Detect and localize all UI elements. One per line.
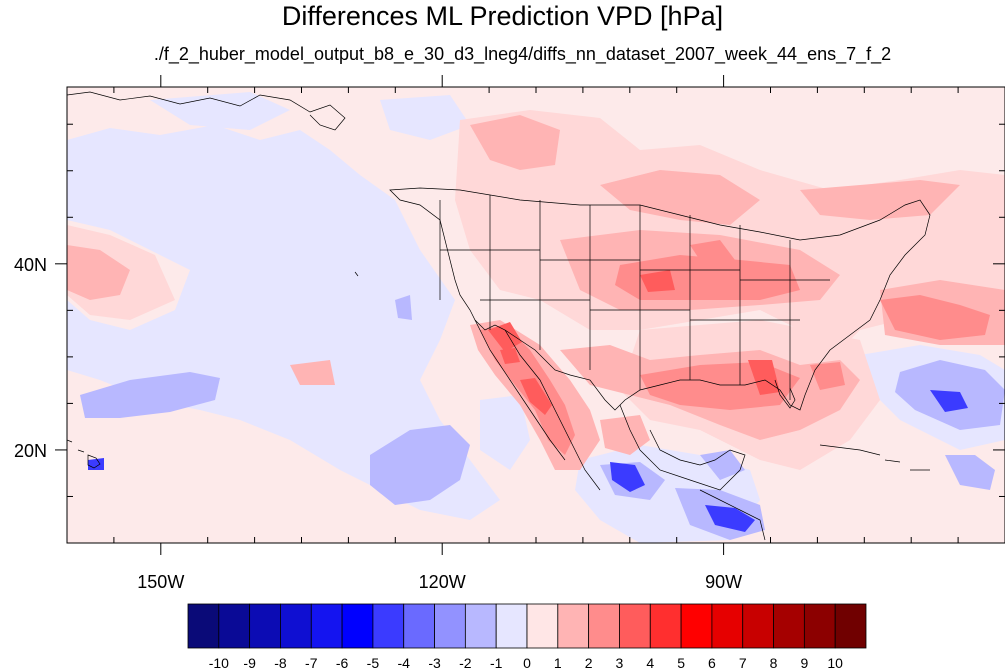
nevada-blue [395, 295, 412, 320]
colorbar: -10 -9 -8 -7 -6 -5 -4 -3 -2 -1 0 1 2 3 4 5 6 7 8 9 10 [187, 603, 867, 671]
colorbar-swatch [803, 603, 836, 649]
colorbar-label: 0 [523, 655, 531, 671]
hawaii-blue-spot [88, 458, 104, 470]
caribbean-coastline [819, 444, 930, 471]
yucatan-blue [700, 450, 745, 480]
colorbar-swatch [372, 603, 405, 649]
central-america-blue-spot [705, 505, 755, 532]
north-america-positive [455, 110, 1005, 360]
axis-tick-labels: 150W 120W 90W 40N 20N [14, 255, 742, 592]
colorbar-swatch [834, 603, 867, 649]
chart-title: Differences ML Prediction VPD [hPa] [281, 1, 724, 31]
colorbar-label: -3 [428, 655, 441, 671]
colorbar-label: 7 [739, 655, 747, 671]
colorbar-label: -8 [274, 655, 287, 671]
colorbar-label: -1 [490, 655, 503, 671]
positive-anomaly-regions-4 [488, 270, 780, 415]
colorbar-label: -7 [305, 655, 318, 671]
island-outline [354, 271, 359, 277]
florida-strong-red [748, 360, 780, 395]
colorbar-label: 4 [646, 655, 654, 671]
colorbar-label: -4 [398, 655, 411, 671]
colorbar-label: 9 [800, 655, 808, 671]
caribbean-blue [945, 455, 995, 490]
hawaii-coastline [67, 439, 101, 469]
mexico-blue-spot [610, 462, 645, 492]
colorbar-swatch [310, 603, 343, 649]
map-field [67, 87, 1005, 543]
x-tick-label: 150W [137, 572, 184, 592]
colorbar-swatch [711, 603, 744, 649]
axis-ticks [55, 75, 1005, 555]
pacific-pink-2 [67, 245, 130, 300]
colorbar-swatch [280, 603, 312, 649]
colorbar-label: 6 [708, 655, 716, 671]
y-tick-label: 40N [14, 255, 47, 275]
canada-pink-1 [470, 115, 560, 170]
colorbar-label: -6 [336, 655, 349, 671]
colorbar-swatch [680, 603, 713, 649]
colorbar-label: 10 [827, 655, 843, 671]
x-tick-label: 90W [705, 572, 742, 592]
colorbar-label: -5 [367, 655, 380, 671]
colorbar-label: 3 [616, 655, 624, 671]
y-tick-label: 20N [14, 441, 47, 461]
colorbar-label: -2 [459, 655, 472, 671]
colorbar-swatch [588, 603, 620, 649]
colorbar-swatch [742, 603, 774, 649]
pacific-blue-band [80, 372, 220, 418]
florida-coastline [774, 379, 796, 409]
colorbar-swatch [619, 603, 651, 649]
colorbar-swatch [773, 603, 805, 649]
colorbar-swatch [495, 603, 528, 649]
atlantic-red [880, 295, 990, 340]
x-tick-label: 120W [419, 572, 466, 592]
strong-negative-spots [88, 390, 968, 532]
colorbar-label: 1 [554, 655, 562, 671]
eastern-pacific-blue [370, 425, 470, 505]
us-outline [389, 187, 931, 411]
canada-pink-3 [800, 180, 960, 220]
pacific-negative-region [67, 125, 500, 520]
iowa-red [690, 240, 735, 268]
map-outlines [67, 91, 931, 541]
bc-negative [380, 95, 470, 140]
colorbar-label: 8 [770, 655, 778, 671]
colorbar-swatch [187, 603, 220, 649]
chart-subtitle: ./f_2_huber_model_output_b8_e_30_d3_lneg… [153, 44, 892, 64]
baja-offshore-negative [480, 395, 530, 470]
colorbar-swatch [218, 603, 251, 649]
central-america-coastline [699, 489, 766, 541]
alaska-coastline [67, 91, 346, 131]
colorbar-swatch [464, 603, 497, 649]
state-borders [439, 195, 830, 400]
colorbar-label: 5 [677, 655, 685, 671]
colorbar-swatch [434, 603, 466, 649]
pacific-pink-3 [290, 360, 335, 385]
georgia-red [810, 362, 845, 390]
colorbar-label: 2 [585, 655, 593, 671]
colorbar-swatch [341, 603, 374, 649]
colorbar-label: -9 [243, 655, 256, 671]
colorbar-swatch [526, 603, 559, 649]
arizona-strong-red [500, 348, 520, 364]
colorbar-label: -10 [209, 655, 229, 671]
colorbar-swatch [249, 603, 281, 649]
baja-coastline [474, 319, 601, 491]
mexico-gulf-coastline [619, 404, 746, 491]
gulf-alaska-negative [150, 92, 290, 130]
atlantic-blue-spot [930, 390, 968, 412]
colorbar-swatch [557, 603, 590, 649]
colorbar-swatch [649, 603, 682, 649]
kansas-strong-red [640, 270, 675, 292]
baja-strong-red [520, 378, 552, 415]
colorbar-swatch [403, 603, 435, 649]
